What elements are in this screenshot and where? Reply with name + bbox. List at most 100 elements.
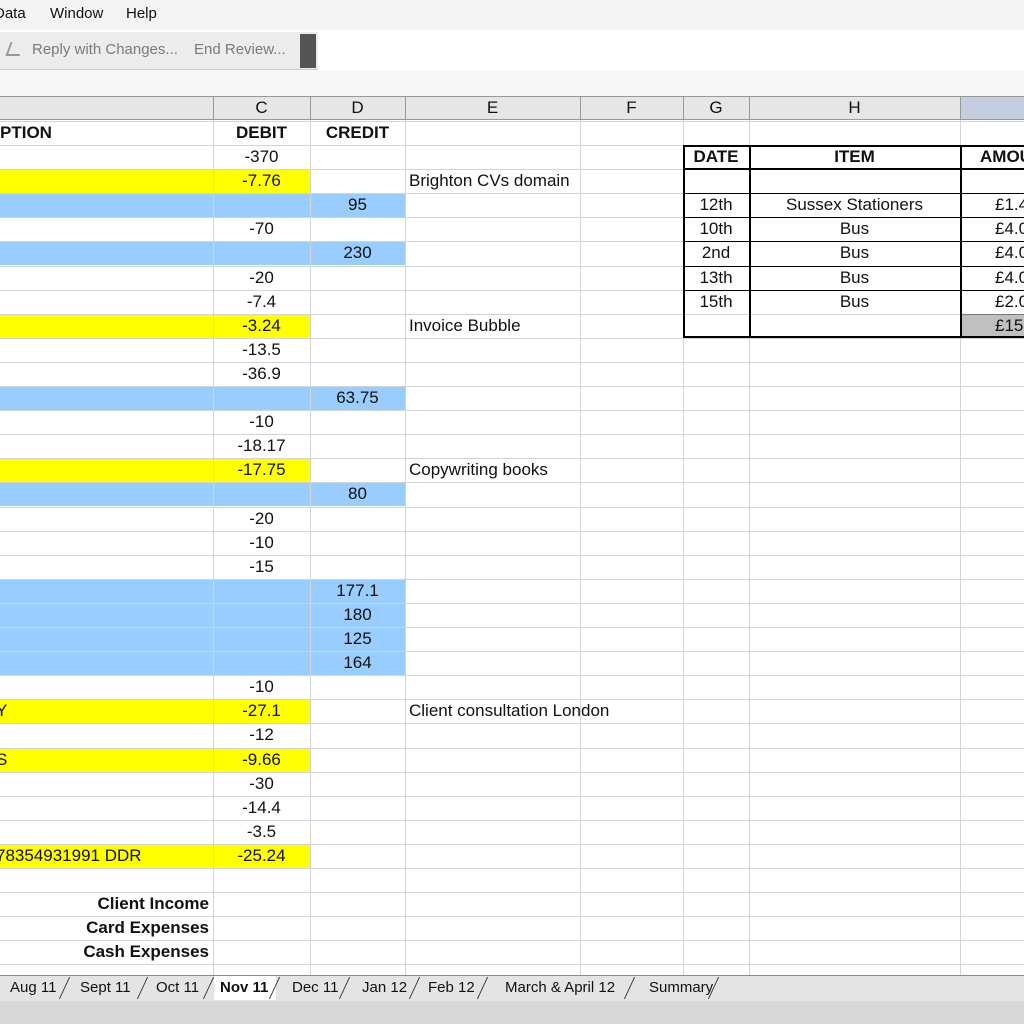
grid-line [0,892,1024,894]
cash-table-line [683,193,1024,195]
cell-highlight [0,578,405,603]
debit-cell: -14.4 [242,797,281,817]
debit-cell: -10 [249,677,274,697]
grid-line [0,145,1024,146]
grid-line [0,819,1024,821]
sheet-tab[interactable]: Oct 11 [156,979,200,996]
total-label: Client Income [97,894,209,914]
column-header-divider [960,96,961,120]
sheet-tab[interactable]: Jan 12 [362,979,408,996]
grid-line [0,578,1024,580]
grid-line [0,940,1024,942]
column-header: G [709,98,723,117]
cash-amount-cell: £2.0 [995,291,1024,311]
cell-highlight [0,169,310,194]
cash-item-cell: Bus [839,243,870,263]
note-cell: Copywriting books [409,460,548,480]
menu-item[interactable]: Data [0,5,26,22]
cash-header-cell: AMOU [980,147,1024,166]
sheet-tab[interactable]: Summary [649,979,714,996]
grid-line [0,120,1024,122]
grid-line [0,530,1024,532]
column-header: D [351,98,364,117]
cell-highlight [0,699,310,724]
column-header: C [255,98,268,117]
cash-amount-cell: £15 [995,315,1024,335]
sheet-tab[interactable]: Aug 11 [10,979,57,996]
debit-cell: -20 [249,267,274,287]
toolbar [0,32,318,70]
cell-highlight [960,313,1024,338]
grid-line [580,120,581,975]
sheet-tab[interactable]: Feb 12 [428,979,475,996]
debit-cell: -3.5 [246,821,277,841]
grid-line [0,169,1024,171]
grid-line [0,241,1024,243]
cell-highlight [0,482,405,507]
cash-amount-cell: £4.0 [995,267,1024,287]
sheet-tab[interactable]: Sept 11 [80,979,131,996]
grid-line [0,602,1024,604]
header-cell: PTION [0,122,52,142]
sheet-tab[interactable]: Nov 11 [220,979,269,996]
selected-column-header [960,97,1024,119]
debit-cell: -18.17 [237,436,286,456]
cash-table-line [683,289,1024,291]
debit-cell: -3.24 [242,315,281,335]
grid-line [0,771,1024,773]
cash-table-line [683,217,1024,219]
grid-line [960,120,961,975]
debit-cell: -7.4 [246,291,277,311]
debit-cell: -10 [249,532,274,552]
cell-highlight [0,458,310,483]
toolbar-button[interactable]: Reply with Changes... [32,41,178,58]
menu-item[interactable]: Window [50,5,104,22]
cash-header-cell: DATE [693,147,739,166]
debit-cell: -36.9 [242,363,281,383]
grid-line [0,337,1024,339]
grid-line [310,120,311,975]
active-tab-bg [214,976,276,1000]
debit-cell: -25.24 [237,845,286,865]
debit-cell: -27.1 [242,701,281,721]
toolbar-button[interactable]: End Review... [194,41,286,58]
cash-amount-cell: £4.0 [995,243,1024,263]
cash-date-cell: 12th [699,195,733,215]
column-header-divider [213,96,214,120]
column-header-divider [580,96,581,120]
sheet-tab[interactable]: Dec 11 [292,979,339,996]
grid-line [683,120,684,975]
grid-line [0,289,1024,291]
debit-cell: -17.75 [237,460,286,480]
cell-highlight [0,193,405,218]
cash-table-line [960,145,962,338]
grid-line [0,410,1024,412]
cash-date-cell: 15th [699,291,733,311]
status-bar [0,1001,1024,1024]
debit-cell: -70 [249,219,274,239]
column-header-divider [310,96,311,120]
debit-cell: -30 [249,773,274,793]
cell-highlight [0,747,310,772]
grid-line [0,699,1024,701]
note-cell: Brighton CVs domain [409,171,570,191]
cell-highlight [0,241,405,266]
menu-item[interactable]: Help [126,5,157,22]
grid-line [0,795,1024,797]
total-label: Cash Expenses [83,942,209,962]
sheet-tab[interactable]: March & April 12 [505,979,616,996]
description-cell: 78354931991 DDR [0,845,142,865]
formula-area [0,70,1024,96]
credit-cell: 230 [343,243,372,263]
grid-line [0,313,1024,315]
cell-highlight [0,386,405,410]
grid-line [0,675,1024,677]
cash-amount-cell: £4.0 [995,219,1024,239]
cash-table-line [749,145,751,338]
grid-line [0,217,1024,219]
debit-cell: -370 [244,147,279,166]
grid-line [0,386,1024,387]
column-header-divider [405,96,406,120]
cash-item-cell: Bus [839,219,870,239]
